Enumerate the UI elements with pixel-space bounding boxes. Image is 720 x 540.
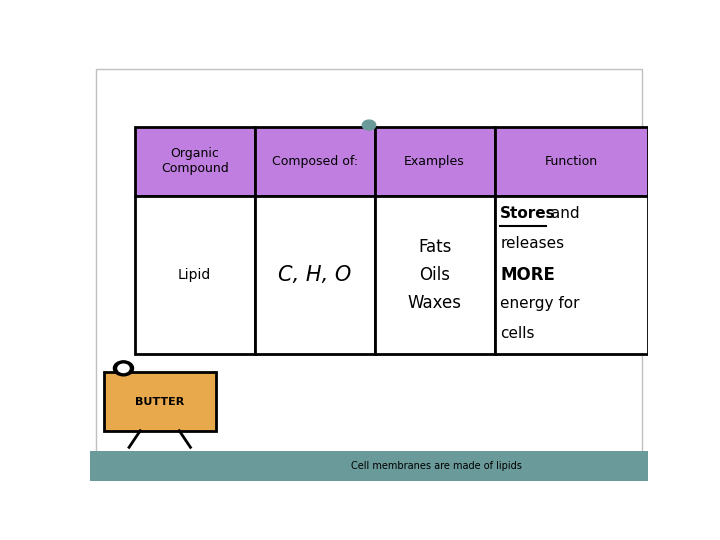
Bar [374, 127, 495, 196]
Circle shape [118, 364, 129, 373]
Circle shape [362, 120, 376, 130]
Bar [495, 196, 648, 354]
FancyBboxPatch shape [104, 373, 215, 431]
Circle shape [114, 361, 133, 376]
Text: Stores: Stores [500, 206, 556, 221]
Text: Cell membranes are made of lipids: Cell membranes are made of lipids [351, 461, 521, 471]
Text: Examples: Examples [404, 155, 465, 168]
Bar [255, 196, 374, 354]
Text: energy for: energy for [500, 296, 580, 311]
Text: Fats
Oils
Waxes: Fats Oils Waxes [408, 238, 462, 312]
Text: MORE: MORE [500, 266, 555, 284]
Text: cells: cells [500, 326, 535, 341]
Bar [135, 196, 255, 354]
Text: Function: Function [545, 155, 598, 168]
Bar [374, 196, 495, 354]
Text: BUTTER: BUTTER [135, 397, 184, 407]
Text: and: and [546, 206, 580, 221]
Text: C, H, O: C, H, O [278, 265, 351, 285]
Bar [255, 127, 374, 196]
Bar [90, 451, 648, 481]
Text: Lipid: Lipid [178, 268, 211, 282]
Bar [495, 127, 648, 196]
Text: Organic
Compound: Organic Compound [161, 147, 228, 176]
Text: Composed of:: Composed of: [271, 155, 358, 168]
Bar [135, 127, 255, 196]
Text: releases: releases [500, 236, 564, 251]
